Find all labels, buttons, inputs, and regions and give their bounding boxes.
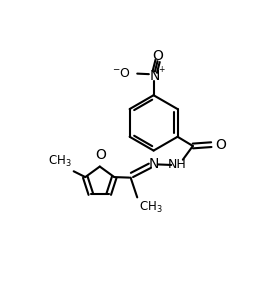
Text: O: O	[215, 138, 226, 152]
Text: CH$_3$: CH$_3$	[139, 200, 163, 215]
Text: NH: NH	[168, 158, 186, 171]
Text: $^{-}$O: $^{-}$O	[112, 67, 131, 80]
Text: $^{+}$: $^{+}$	[158, 65, 166, 75]
Text: O: O	[95, 148, 106, 162]
Text: O: O	[152, 50, 163, 63]
Text: N: N	[149, 158, 159, 171]
Text: N: N	[150, 69, 160, 83]
Text: CH$_3$: CH$_3$	[48, 154, 72, 169]
